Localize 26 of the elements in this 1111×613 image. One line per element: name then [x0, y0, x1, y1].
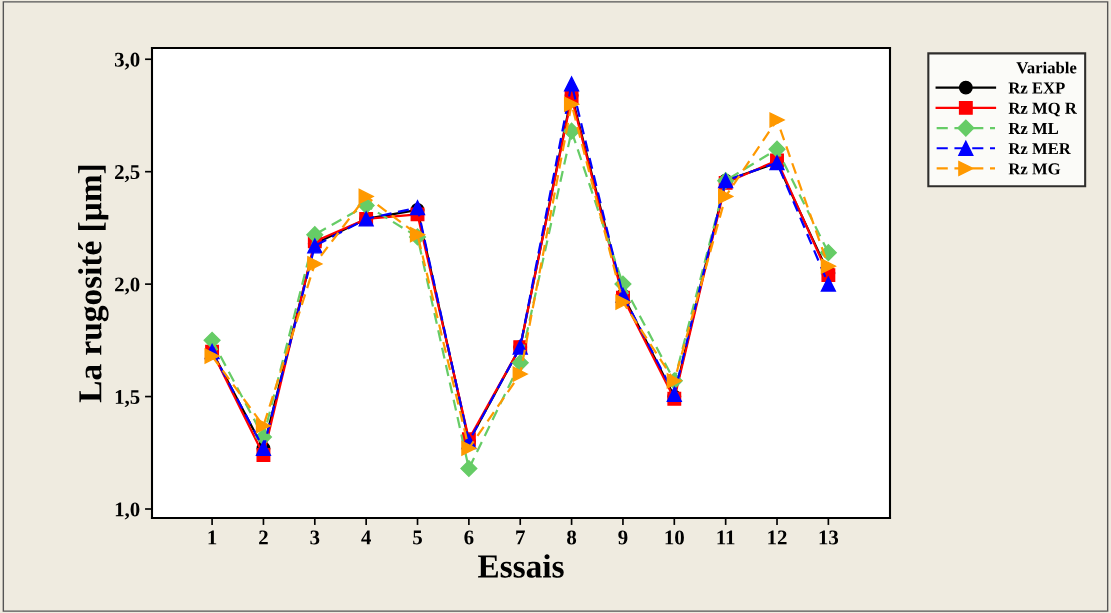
legend-label: Rz MG — [1008, 163, 1061, 175]
x-axis-title: Essais — [478, 554, 564, 578]
x-tick-label: 5 — [413, 530, 422, 545]
x-tick-label: 3 — [310, 530, 320, 545]
legend-label: Rz MQ R — [1008, 102, 1077, 117]
x-tick-label: 7 — [516, 530, 525, 545]
x-tick-label: 10 — [665, 530, 684, 545]
x-tick-label: 4 — [361, 530, 371, 545]
y-axis-title: La rugosité [µm] — [78, 165, 109, 403]
x-tick-label: 8 — [567, 530, 577, 545]
x-tick-label: 9 — [618, 530, 628, 545]
legend-label: Rz ML — [1008, 122, 1059, 134]
x-tick-label: 12 — [768, 530, 787, 545]
x-tick-label: 2 — [259, 530, 268, 545]
x-tick-label: 11 — [717, 530, 735, 545]
y-tick-label: 2,5 — [115, 165, 140, 183]
y-tick-label: 1,0 — [115, 502, 140, 520]
x-tick-label: 1 — [208, 530, 217, 545]
legend-label: Rz MER — [1008, 143, 1071, 155]
y-tick-label: 1,5 — [115, 390, 140, 408]
x-tick-label: 13 — [819, 530, 839, 545]
y-tick-label: 3,0 — [114, 52, 140, 70]
legend-label: Rz EXP — [1008, 82, 1065, 94]
y-tick-label: 2,0 — [115, 277, 140, 295]
x-tick-label: 6 — [464, 530, 474, 545]
legend-title: Variable — [1016, 61, 1077, 74]
